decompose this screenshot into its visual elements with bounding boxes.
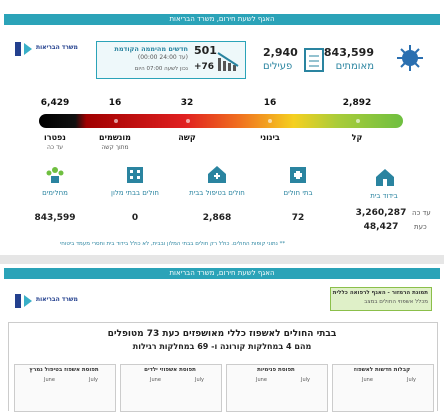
traffic-title: תמונת הרמזור - האגף לרפואה כללית	[332, 290, 428, 296]
separator	[0, 255, 444, 264]
confirmed-label: מאומתים	[335, 61, 374, 72]
logo-text: משרד הבריאות	[36, 44, 78, 51]
isolation-current: 48,427	[363, 222, 399, 232]
care-value: 72	[291, 213, 305, 223]
severity-label: נפטרו	[44, 133, 66, 142]
banner-2: האגף לשעת חירום, משרד הבריאות	[4, 268, 440, 279]
active-label: פעילים	[263, 61, 293, 72]
logo-icon	[15, 42, 32, 56]
severity-label: מונשמים	[99, 133, 131, 142]
care-label: בתי חולים	[283, 189, 313, 197]
logo-icon-2	[15, 294, 32, 308]
severity-label: בינוני	[260, 133, 280, 142]
panel-month: July	[195, 377, 204, 383]
trend-icon	[217, 52, 239, 71]
panel-title: תפוסת אשפוזי ילדים	[144, 367, 196, 373]
confirmed-value: 843,599	[323, 46, 374, 59]
care-value: 0	[131, 213, 139, 223]
panel-title: תפוסת פנימיות	[257, 367, 295, 373]
care-label: חולים בבתי מלון	[111, 189, 159, 197]
care-value: 2,868	[202, 213, 232, 223]
panel-title: קבלות חדשות לאשפוז	[353, 367, 411, 373]
severity-value: 32	[180, 98, 194, 108]
panel-month: June	[256, 377, 267, 383]
isolation-label: בידוד בית	[370, 192, 398, 200]
severity-value: 16	[108, 98, 122, 108]
traffic-subtitle: מכלל אשפוזי החולים במצב	[364, 299, 428, 305]
new-label: חדשים מהיממה הקודמת	[114, 45, 188, 53]
panel-title: תפוסת אשפוז בטיפול נמרץ	[29, 367, 99, 373]
hospital-subtitle: מהם 4 במחלקות קורונה ו- 69 במחלקות רגילו…	[132, 342, 312, 351]
care-icon	[127, 167, 143, 183]
care-icon	[46, 167, 64, 183]
severity-value: 6,429	[40, 98, 70, 108]
severity-note: עד כה	[46, 144, 64, 151]
active-value: 2,940	[263, 46, 298, 59]
banner: האגף לשעת חירום, משרד הבריאות	[4, 14, 440, 25]
care-value: 843,599	[34, 213, 76, 223]
panel-month: June	[362, 377, 373, 383]
hospital-frame	[8, 322, 438, 411]
hospital-title: בבתי החולים לאשפוז כללי מאושפזים כעת 73 …	[107, 329, 337, 339]
panel-month: July	[301, 377, 310, 383]
new-delta: +76	[194, 62, 215, 72]
severity-note: מתוך קשה	[101, 144, 129, 151]
severity-label: קשה	[178, 133, 196, 142]
isolation-total: 3,260,287	[355, 208, 407, 218]
new-value: 501	[194, 44, 217, 57]
traffic-box	[330, 287, 432, 311]
clipboard-icon	[304, 48, 324, 72]
panel-month: June	[44, 377, 55, 383]
new-asof: נכון לשעה 07:00 היום	[134, 66, 188, 72]
severity-bar	[39, 114, 403, 128]
care-label: מחלימים	[42, 189, 68, 197]
house-icon	[376, 169, 394, 186]
severity-value: 2,892	[342, 98, 372, 108]
care-icon	[208, 166, 226, 183]
severity-label: קל	[351, 133, 363, 142]
virus-icon	[397, 45, 423, 71]
panel-month: June	[150, 377, 161, 383]
panel-month: July	[407, 377, 416, 383]
panel	[226, 364, 328, 412]
severity-value: 16	[263, 98, 277, 108]
logo-text-2: משרד הבריאות	[36, 296, 78, 303]
isolation-total-label: עד כה	[412, 209, 431, 217]
footnote: ** נתוני קופות החולים. כולל רק חולים בבת…	[60, 241, 286, 247]
new-period: (00:00 עד 24:00)	[137, 54, 188, 61]
isolation-current-label: כעת	[414, 223, 427, 231]
panel-month: July	[89, 377, 98, 383]
care-icon	[290, 167, 306, 183]
panel	[332, 364, 434, 412]
care-label: חולים בטיפול בבית	[189, 189, 245, 197]
